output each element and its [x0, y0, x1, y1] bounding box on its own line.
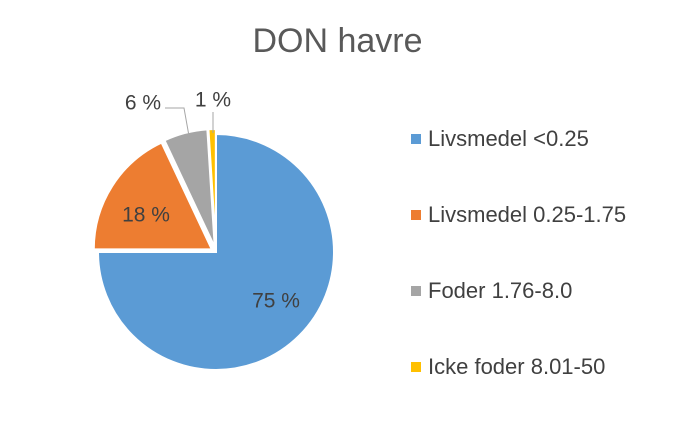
- pie-slice: [163, 128, 216, 248]
- legend-label: Livsmedel <0.25: [428, 126, 589, 151]
- legend-swatch: [411, 134, 421, 144]
- chart-title: DON havre: [252, 22, 423, 60]
- leader-line: [165, 107, 190, 137]
- data-label: 1 %: [195, 89, 231, 112]
- legend-swatch: [411, 210, 421, 220]
- legend-item: Livsmedel <0.25: [411, 122, 671, 198]
- pie-slice: [96, 132, 335, 371]
- data-label: 6 %: [125, 92, 161, 115]
- data-label: 18 %: [122, 204, 170, 227]
- legend-swatch: [411, 286, 421, 296]
- legend-label: Foder 1.76-8.0: [428, 278, 573, 303]
- pie-slice: [92, 141, 214, 251]
- data-label: 75 %: [252, 290, 300, 313]
- chart-legend: Livsmedel <0.25 Livsmedel 0.25-1.75 Fode…: [411, 122, 671, 426]
- legend-swatch: [411, 362, 421, 372]
- pie-slice: [207, 128, 217, 248]
- legend-item: Icke foder 8.01-50: [411, 350, 671, 426]
- legend-label: Livsmedel 0.25-1.75: [428, 202, 627, 227]
- legend-item: Livsmedel 0.25-1.75: [411, 198, 671, 274]
- legend-label: Icke foder 8.01-50: [428, 354, 606, 379]
- legend-item: Foder 1.76-8.0: [411, 274, 671, 350]
